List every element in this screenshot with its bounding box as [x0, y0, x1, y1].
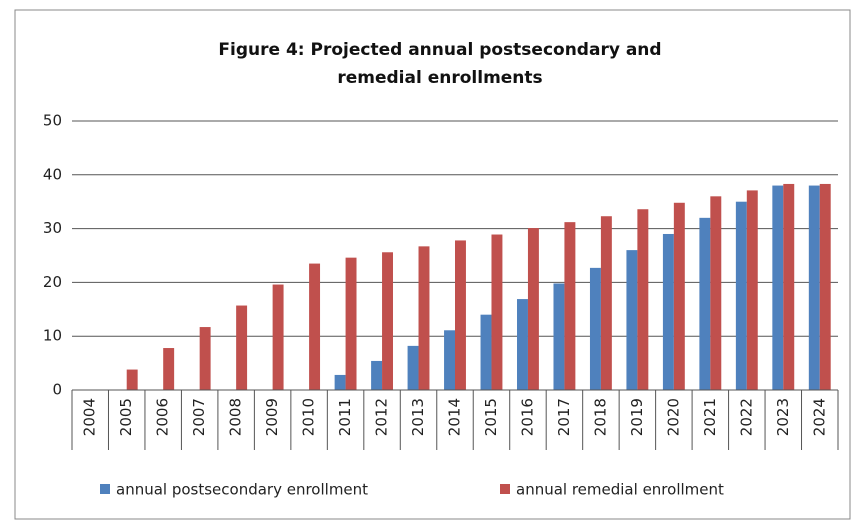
x-tick-label: 2010 — [300, 398, 318, 436]
bar — [710, 196, 722, 390]
bar — [236, 305, 248, 390]
bar — [553, 283, 565, 390]
bar — [735, 201, 747, 390]
legend-label: annual postsecondary enrollment — [116, 481, 368, 499]
x-tick-label: 2016 — [518, 398, 536, 436]
bar — [527, 228, 539, 390]
bar — [699, 217, 711, 390]
x-tick-label: 2009 — [263, 398, 281, 436]
x-tick-label: 2021 — [701, 398, 719, 436]
bar — [662, 233, 674, 390]
chart-frame — [14, 9, 851, 520]
bar — [309, 263, 321, 390]
y-tick-label: 20 — [43, 273, 62, 291]
y-tick-label: 50 — [43, 112, 62, 130]
bar — [746, 190, 758, 390]
y-tick-label: 30 — [43, 219, 62, 237]
bar — [371, 360, 383, 390]
x-tick-label: 2017 — [555, 398, 573, 436]
bar — [589, 267, 601, 390]
x-tick-label: 2022 — [737, 398, 755, 436]
x-tick-label: 2004 — [81, 398, 99, 436]
x-tick-label: 2014 — [446, 398, 464, 436]
bar — [272, 284, 284, 390]
x-tick-label: 2015 — [482, 398, 500, 436]
bar — [455, 240, 466, 390]
bar — [334, 374, 346, 390]
legend-swatch — [100, 484, 110, 494]
bar — [637, 209, 649, 390]
bar — [517, 299, 528, 390]
bar — [783, 183, 795, 390]
bar — [126, 369, 138, 390]
bar — [199, 327, 211, 390]
bar — [600, 216, 612, 390]
bar — [480, 314, 492, 390]
y-tick-label: 0 — [52, 381, 62, 399]
bar — [564, 222, 576, 390]
legend-label: annual remedial enrollment — [516, 481, 724, 499]
x-tick-label: 2018 — [591, 398, 609, 436]
bar — [626, 250, 638, 390]
legend-swatch — [500, 484, 510, 494]
bar — [673, 202, 685, 390]
x-tick-label: 2024 — [810, 398, 828, 436]
x-tick-label: 2020 — [664, 398, 682, 436]
chart-title: Figure 4: Projected annual postsecondary… — [218, 40, 662, 88]
bar — [808, 185, 820, 390]
x-tick-label: 2005 — [117, 398, 135, 436]
x-tick-label: 2008 — [227, 398, 245, 436]
y-tick-label: 10 — [43, 327, 62, 345]
x-tick-label: 2013 — [409, 398, 427, 436]
bar — [491, 234, 503, 390]
bar — [418, 246, 430, 390]
bar — [819, 183, 831, 390]
bar — [772, 185, 784, 390]
bar — [444, 330, 455, 390]
bar — [382, 252, 393, 390]
x-tick-label: 2006 — [154, 398, 172, 436]
bar — [345, 257, 357, 390]
x-tick-label: 2007 — [190, 398, 208, 436]
bar — [163, 348, 175, 390]
x-tick-label: 2019 — [628, 398, 646, 436]
x-tick-label: 2023 — [774, 398, 792, 436]
x-tick-label: 2012 — [373, 398, 391, 436]
y-tick-label: 40 — [43, 165, 62, 183]
bar — [407, 345, 419, 390]
x-tick-label: 2011 — [336, 398, 354, 436]
